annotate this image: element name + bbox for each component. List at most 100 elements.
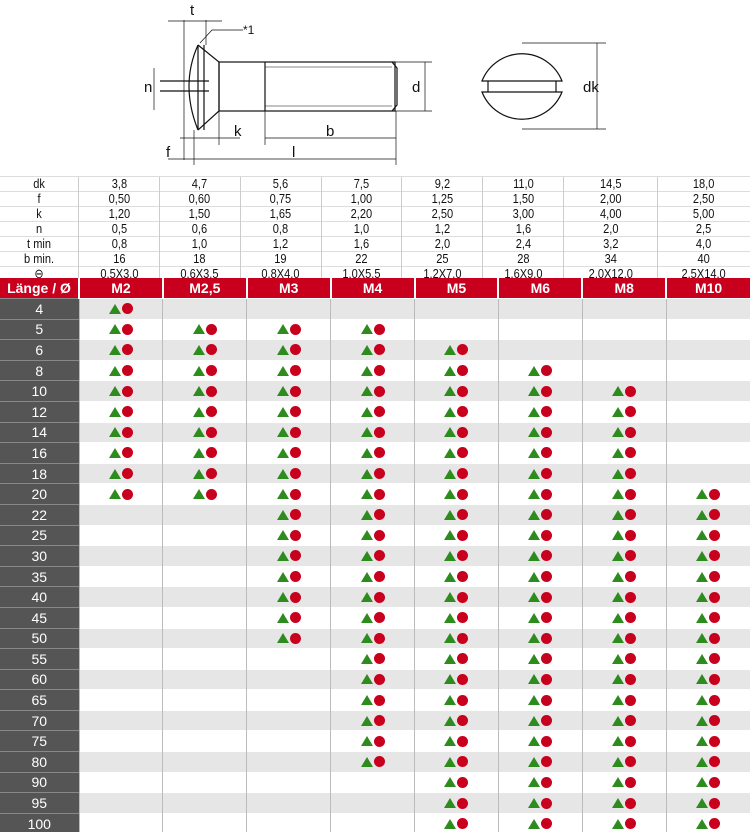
red-circle-icon [121, 385, 133, 397]
availability-cell [497, 812, 583, 832]
availability-cell [162, 606, 247, 628]
dimension-value: 0,8X4,0 [245, 266, 316, 281]
length-label: 95 [0, 792, 79, 814]
red-circle-icon [541, 673, 553, 685]
green-triangle-icon [612, 592, 625, 603]
red-circle-icon [373, 571, 385, 583]
dimension-value: 0,5 [84, 221, 154, 237]
dimension-value: 1,6 [326, 236, 396, 252]
label-f: f [166, 144, 171, 161]
availability-cell [330, 503, 415, 526]
dimension-row: dk 3,8 4,7 5,6 7,5 9,2 11,0 14,5 18,0 [0, 176, 750, 192]
length-label: 25 [0, 524, 79, 546]
availability-cell [414, 483, 499, 505]
dimension-label: t min [5, 236, 73, 252]
availability-cell [665, 565, 750, 587]
red-circle-icon [709, 797, 721, 809]
green-triangle-icon [696, 509, 709, 520]
green-triangle-icon [360, 386, 373, 397]
availability-cell [330, 400, 415, 423]
red-circle-icon [457, 756, 469, 768]
size-header: M3 [245, 278, 331, 299]
red-circle-icon [709, 818, 721, 830]
table-row: 8 [0, 359, 750, 381]
dimension-row: ⊖ 0,5X3,0 0,6X3,5 0,8X4,0 1,0X5,5 1,2X7,0 1,6X… [0, 266, 750, 281]
availability-cell [330, 586, 415, 608]
dimension-value: 4,00 [570, 206, 651, 222]
green-triangle-icon [192, 427, 205, 438]
red-circle-icon [541, 756, 553, 768]
red-circle-icon [625, 776, 637, 788]
green-triangle-icon [612, 427, 625, 438]
dimension-value: 2,5X14,0 [663, 266, 744, 281]
availability-cell [414, 792, 499, 814]
red-circle-icon [121, 447, 133, 459]
availability-cell [414, 318, 499, 340]
green-triangle-icon [528, 612, 541, 623]
length-label: 65 [0, 689, 79, 711]
red-circle-icon [541, 406, 553, 418]
red-circle-icon [205, 406, 217, 418]
dimension-value: 1,2X7,0 [407, 266, 477, 281]
green-triangle-icon [444, 550, 457, 561]
red-circle-icon [205, 344, 217, 356]
dimension-value: 0,50 [84, 191, 154, 207]
green-triangle-icon [696, 695, 709, 706]
red-circle-icon [709, 776, 721, 788]
dimension-value: 22 [326, 251, 396, 267]
green-triangle-icon [192, 468, 205, 479]
size-header: M6 [497, 278, 583, 299]
availability-cell [330, 545, 415, 567]
length-label: 18 [0, 462, 79, 484]
availability-cell [78, 318, 163, 340]
green-triangle-icon [192, 324, 205, 335]
green-triangle-icon [276, 509, 289, 520]
green-triangle-icon [108, 303, 121, 314]
availability-cell [162, 318, 247, 340]
red-circle-icon [373, 612, 385, 624]
availability-cell [162, 483, 247, 505]
red-circle-icon [457, 715, 469, 727]
dimension-value: 28 [488, 251, 558, 267]
availability-cell [78, 751, 163, 773]
red-circle-icon [457, 365, 469, 377]
availability-cell [246, 709, 331, 731]
dimension-value: 40 [663, 251, 744, 267]
green-triangle-icon [276, 468, 289, 479]
label-dk: dk [583, 79, 599, 96]
length-label: 22 [0, 503, 79, 526]
green-triangle-icon [276, 427, 289, 438]
red-circle-icon [457, 468, 469, 480]
availability-cell [246, 400, 331, 423]
length-label: 20 [0, 483, 79, 505]
red-circle-icon [205, 365, 217, 377]
length-label: 70 [0, 709, 79, 731]
size-header: M8 [581, 278, 667, 299]
red-circle-icon [289, 447, 301, 459]
availability-cell [497, 462, 583, 484]
dimension-row: k 1,20 1,50 1,65 2,20 2,50 3,00 4,00 5,00 [0, 206, 750, 222]
dimension-row: n 0,5 0,6 0,8 1,0 1,2 1,6 2,0 2,5 [0, 221, 750, 237]
dimension-value: 25 [407, 251, 477, 267]
availability-cell [414, 503, 499, 526]
availability-cell [330, 298, 415, 320]
label-l: l [292, 144, 295, 161]
green-triangle-icon [444, 633, 457, 644]
availability-cell [78, 709, 163, 731]
availability-cell [78, 627, 163, 649]
green-triangle-icon [696, 592, 709, 603]
red-circle-icon [289, 385, 301, 397]
red-circle-icon [373, 529, 385, 541]
availability-cell [330, 339, 415, 361]
availability-cell [497, 771, 583, 793]
availability-cell [497, 483, 583, 505]
availability-cell [665, 812, 750, 832]
availability-cell [581, 400, 667, 423]
availability-cell [497, 751, 583, 773]
red-circle-icon [709, 488, 721, 500]
availability-cell [162, 627, 247, 649]
green-triangle-icon [528, 530, 541, 541]
red-circle-icon [457, 653, 469, 665]
availability-cell [330, 771, 415, 793]
